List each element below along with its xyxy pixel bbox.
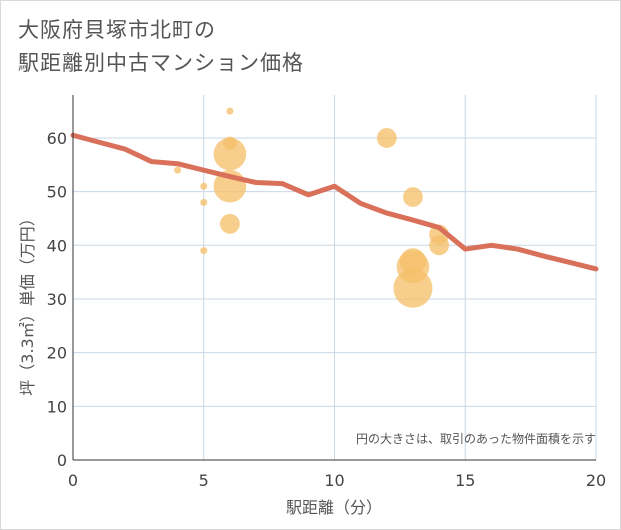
bubble-layer (174, 107, 449, 308)
x-tick-label: 0 (68, 471, 78, 490)
bubble-point (213, 137, 247, 171)
x-axis-label: 駅距離（分） (286, 498, 382, 517)
y-tick-label: 20 (47, 344, 67, 363)
bubble-point (376, 128, 397, 148)
x-tick-label: 15 (455, 471, 475, 490)
trend-line (70, 132, 599, 272)
trend-line-layer (70, 132, 599, 272)
x-tick-label: 20 (586, 471, 606, 490)
grid-lines (73, 95, 597, 460)
chart-title-line2: 駅距離別中古マンション価格 (18, 51, 304, 75)
axes: 0 5 10 15 20 0 10 20 30 40 50 60 (47, 95, 606, 490)
y-axis-label: 坪（3.3㎡）単価（万円） (18, 210, 37, 395)
y-tick-label: 10 (47, 397, 67, 416)
bubble-point (403, 187, 423, 207)
x-tick-label: 10 (324, 471, 344, 490)
bubble-point (393, 268, 433, 308)
chart-title: 大阪府貝塚市北町の 駅距離別中古マンション価格 (18, 14, 578, 80)
y-tick-label: 30 (47, 290, 67, 309)
bubble-point (200, 247, 208, 255)
chart-title-line1: 大阪府貝塚市北町の (18, 18, 216, 42)
x-tick-label: 5 (199, 471, 209, 490)
y-tick-label: 50 (47, 183, 67, 202)
bubble-point (174, 166, 182, 174)
y-tick-label: 40 (47, 236, 67, 255)
bubble-point (429, 235, 449, 256)
chart-annotation: 円の大きさは、取引のあった物件面積を示す (356, 431, 596, 446)
bubble-point (226, 107, 234, 115)
y-tick-label: 0 (57, 451, 67, 470)
y-tick-label: 60 (47, 129, 67, 148)
bubble-point (200, 198, 208, 206)
bubble-point (220, 213, 240, 234)
bubble-point (200, 182, 208, 190)
